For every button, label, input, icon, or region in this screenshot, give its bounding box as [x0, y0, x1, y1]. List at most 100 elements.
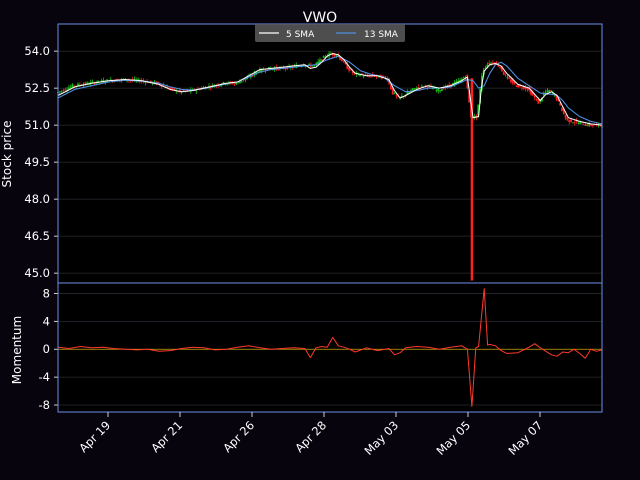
- candle-body: [382, 75, 385, 77]
- candle-body: [209, 87, 212, 89]
- candle-body: [244, 78, 247, 80]
- candle-body: [544, 92, 547, 94]
- candle-body: [442, 87, 445, 90]
- momentum-panel-frame: [57, 282, 603, 413]
- candle-body: [88, 84, 90, 85]
- candle-body: [439, 90, 441, 92]
- candle-body: [497, 64, 500, 67]
- price-y-tick-label: 45.0: [24, 266, 50, 280]
- candle-body: [515, 85, 518, 87]
- candle-body: [242, 79, 245, 81]
- candle-body: [319, 59, 321, 63]
- candle-body: [593, 124, 596, 126]
- candle-body: [173, 88, 176, 91]
- candle-body: [524, 87, 527, 89]
- candle-body: [75, 85, 78, 87]
- candle-body: [586, 124, 589, 126]
- candle-body: [86, 82, 89, 85]
- candle-body: [144, 81, 147, 83]
- candle-body: [266, 68, 269, 71]
- candle-body: [109, 79, 112, 81]
- candle-body: [64, 89, 67, 91]
- candle-body: [71, 84, 74, 88]
- candle-body: [178, 90, 181, 92]
- candle-body: [271, 68, 274, 70]
- candle-body: [457, 80, 460, 82]
- candle-body: [315, 62, 318, 65]
- candle-body: [77, 83, 79, 86]
- candle-body: [566, 117, 569, 120]
- candle-body: [506, 76, 509, 78]
- candle-body: [335, 55, 338, 57]
- candle-body: [320, 59, 323, 61]
- candle-body: [137, 79, 139, 81]
- candle-body: [499, 66, 502, 68]
- momentum-y-tick-label: 4: [43, 314, 50, 328]
- candle-body: [437, 88, 440, 92]
- candle-body: [395, 94, 398, 96]
- candle-body: [526, 87, 529, 90]
- candle-body: [362, 76, 365, 77]
- candle-body: [226, 83, 229, 85]
- candle-body: [348, 67, 351, 71]
- candle-body: [195, 89, 198, 92]
- candle-body: [240, 81, 243, 82]
- candle-body: [440, 89, 443, 91]
- momentum-line: [57, 288, 603, 407]
- candle-body: [106, 79, 109, 81]
- candle-body: [495, 62, 498, 64]
- candle-body: [133, 78, 136, 81]
- candle-body: [84, 82, 87, 85]
- candle-body: [69, 86, 72, 88]
- candle-body: [284, 68, 287, 70]
- momentum-y-label: Momentum: [10, 316, 24, 384]
- candle-body: [575, 120, 578, 122]
- candle-body: [537, 99, 540, 104]
- candle-body: [359, 75, 361, 77]
- candle-body: [590, 124, 592, 126]
- candle-body: [533, 95, 536, 98]
- candle-body: [484, 67, 487, 69]
- candle-body: [561, 107, 563, 112]
- candle-body: [555, 94, 558, 100]
- candle-body: [510, 79, 512, 83]
- candle-body: [400, 95, 403, 97]
- candle-body: [486, 64, 489, 68]
- price-y-tick-label: 49.5: [24, 155, 50, 169]
- price-lines: [57, 53, 603, 126]
- candle-body: [531, 92, 534, 96]
- candle-body: [417, 87, 420, 88]
- candle-body: [171, 87, 174, 89]
- price-y-label: Stock price: [0, 121, 14, 188]
- candle-body: [511, 79, 514, 84]
- chart-title: VWO: [303, 10, 337, 26]
- candle-body: [501, 66, 503, 72]
- candle-body: [333, 53, 336, 56]
- candle-body: [455, 81, 458, 84]
- momentum-y-tick-label: -8: [39, 398, 50, 412]
- candle-body: [415, 88, 418, 90]
- momentum-y-tick-label: 8: [43, 286, 50, 300]
- candle-body: [491, 62, 494, 64]
- candle-body: [424, 85, 427, 86]
- candle-body: [235, 82, 238, 85]
- candle-body: [477, 104, 480, 116]
- candle-body: [519, 85, 522, 87]
- candle-body: [351, 71, 354, 73]
- candle-body: [431, 88, 434, 90]
- candle-body: [584, 125, 587, 127]
- candle-body: [211, 85, 214, 86]
- candle-body: [504, 74, 507, 76]
- candle-body: [413, 88, 416, 89]
- candle-body: [313, 65, 316, 66]
- candle-body: [571, 122, 574, 124]
- price-panel-background: [58, 24, 602, 283]
- candle-body: [222, 82, 225, 84]
- candle-body: [462, 77, 465, 79]
- candle-body: [562, 108, 565, 115]
- price-y-tick-label: 46.5: [24, 229, 50, 243]
- momentum-y-tick-label: 0: [43, 342, 50, 356]
- candle-body: [426, 86, 429, 88]
- candle-body: [577, 122, 580, 124]
